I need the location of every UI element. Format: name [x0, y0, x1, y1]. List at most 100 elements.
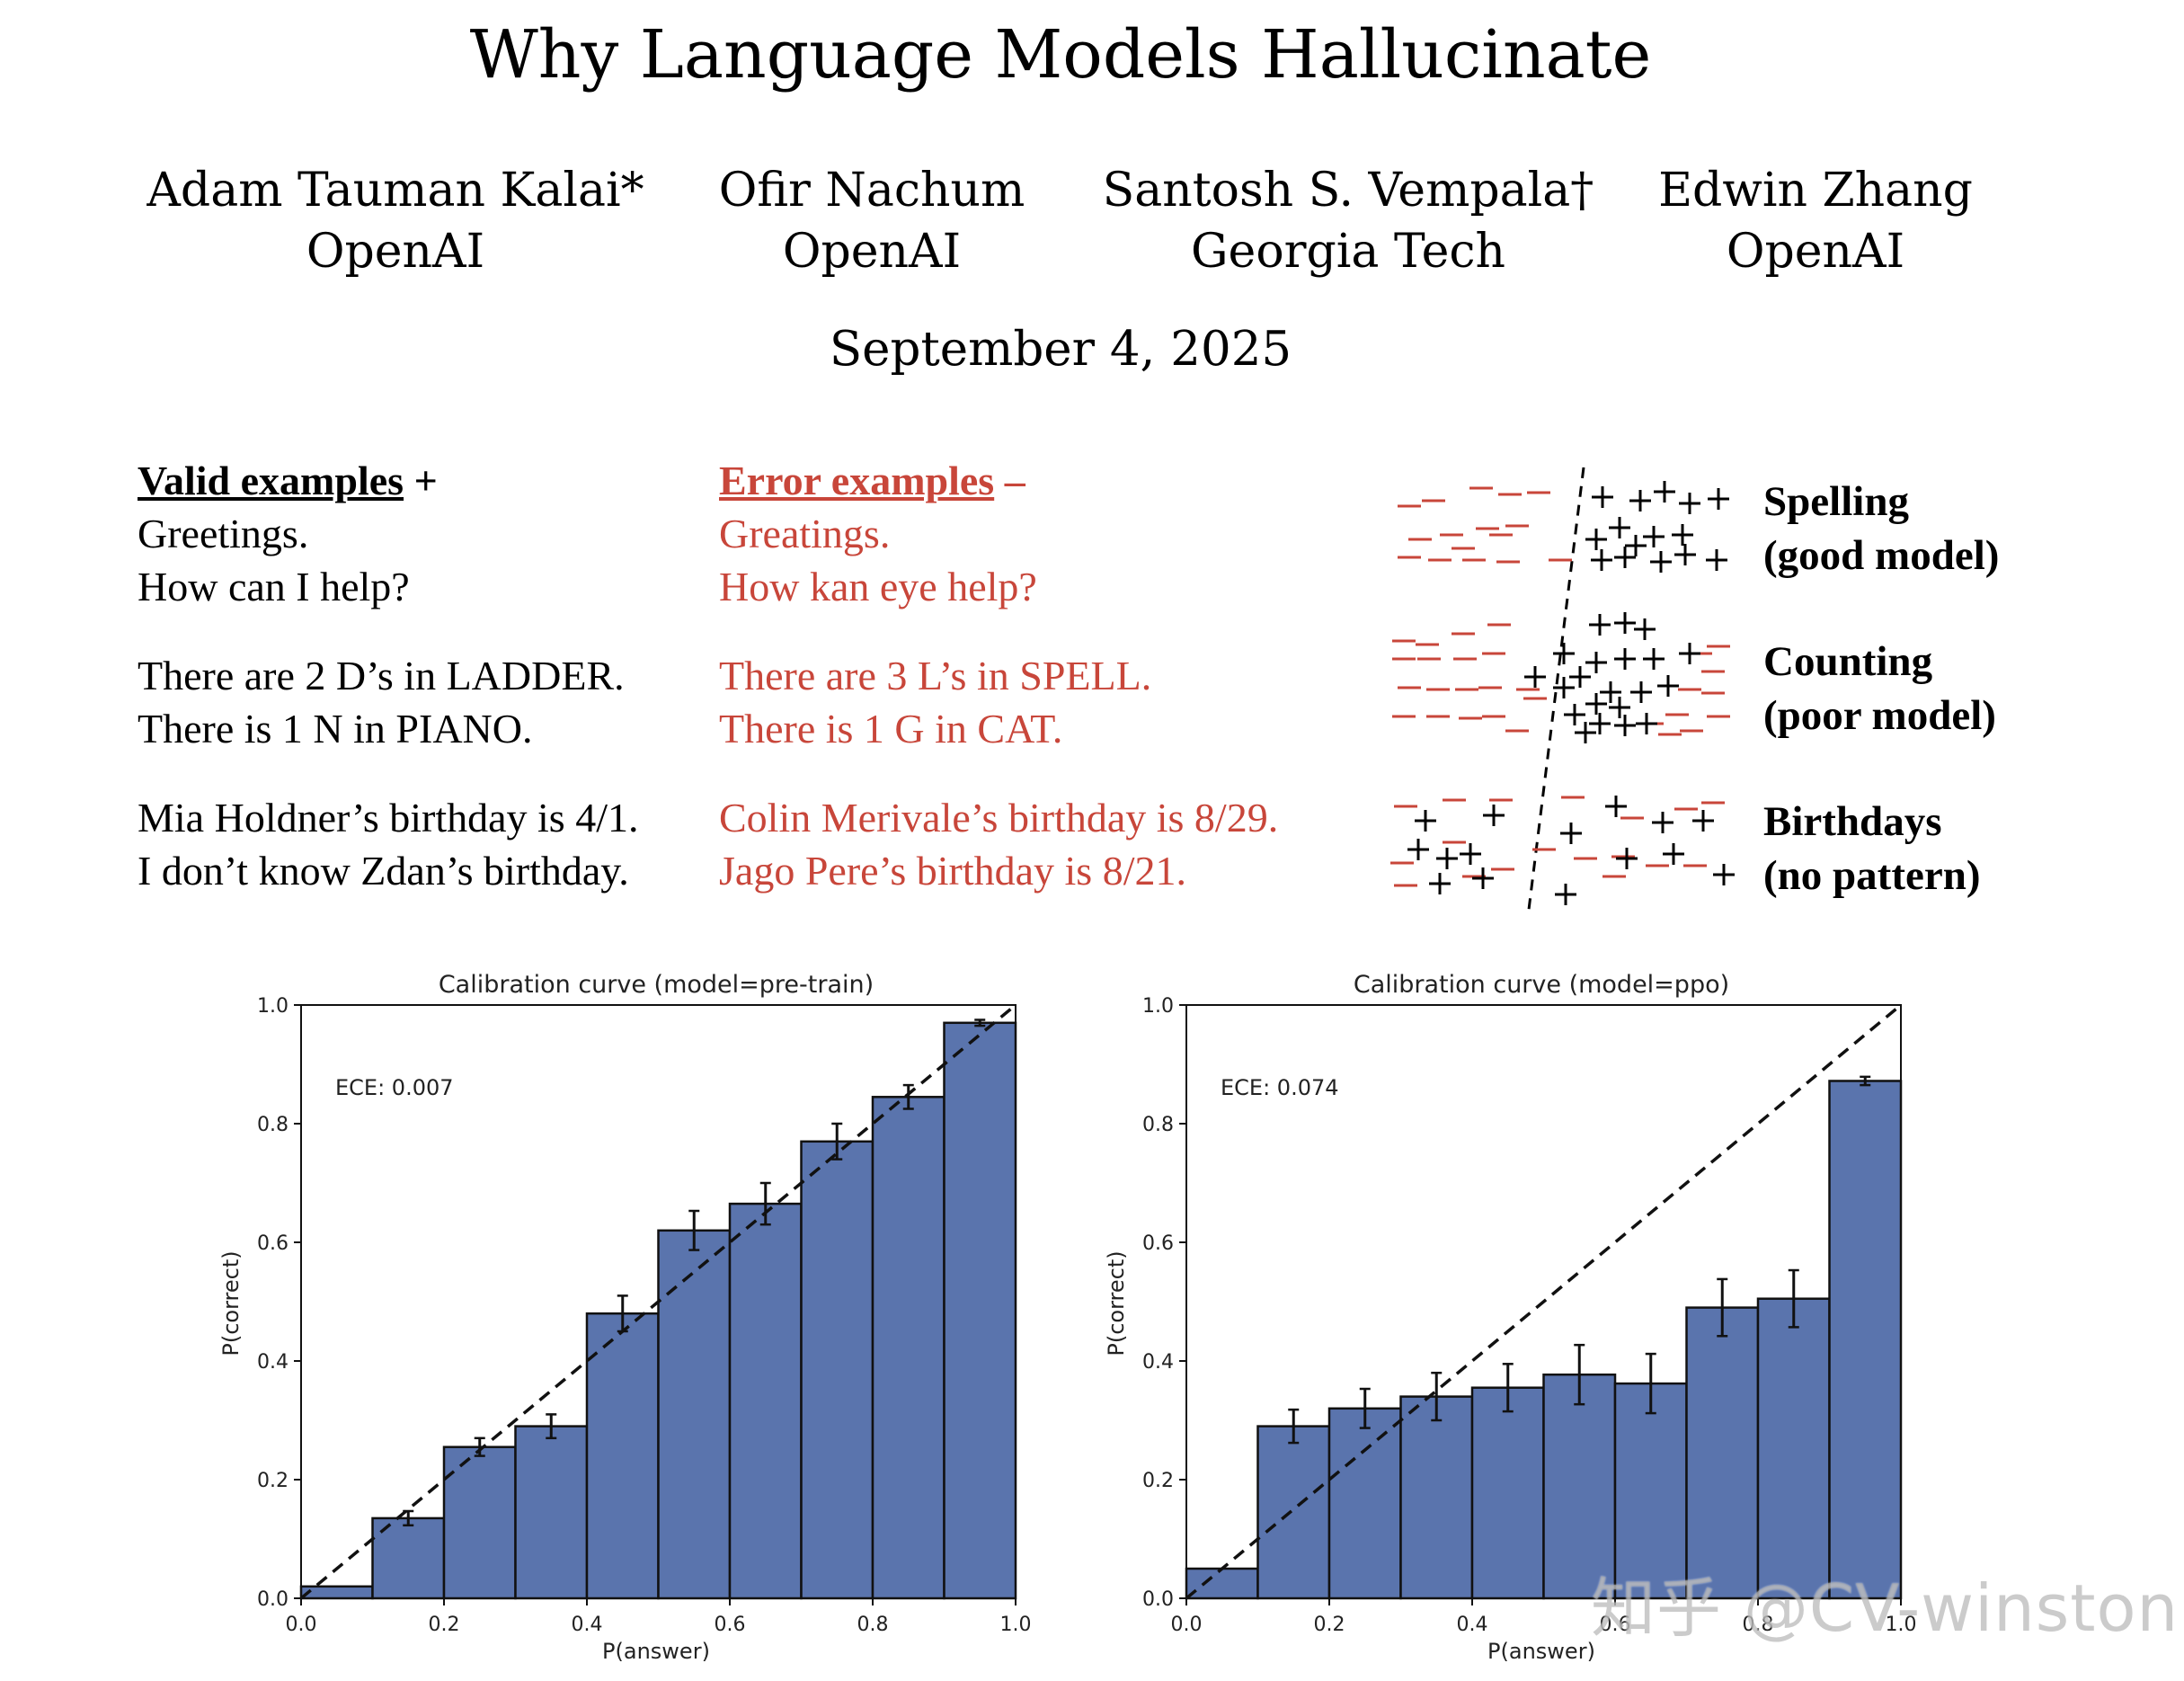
author-4: Edwin Zhang OpenAI — [1528, 160, 2103, 282]
author-affiliation: OpenAI — [1726, 225, 1905, 279]
panel-label-counting: Counting (poor model) — [1763, 635, 1996, 743]
y-tick-label: 0.0 — [1142, 1588, 1174, 1611]
valid-line: I don’t know Zdan’s birthday. — [138, 848, 629, 894]
valid-heading: Valid examples — [138, 458, 404, 503]
y-tick-label: 0.4 — [257, 1351, 289, 1374]
x-tick-label: 0.8 — [857, 1614, 889, 1636]
x-axis-label: P(answer) — [1487, 1639, 1595, 1664]
paper-title: Why Language Models Hallucinate — [469, 16, 1652, 93]
classification-illustration — [1390, 467, 1735, 918]
valid-line: Mia Holdner’s birthday is 4/1. — [138, 795, 639, 840]
bar — [514, 1425, 589, 1600]
error-line: Greatings. — [719, 511, 891, 556]
bar — [1685, 1306, 1760, 1600]
y-tick-label: 0.0 — [257, 1588, 289, 1611]
author-2: Ofir Nachum OpenAI — [584, 160, 1159, 282]
bar — [657, 1229, 732, 1600]
author-name: Adam Tauman Kalai* — [146, 164, 644, 218]
bar — [871, 1096, 946, 1600]
chart-title: Calibration curve (model=pre-train) — [439, 971, 874, 999]
bar — [1256, 1425, 1331, 1600]
panel-title: Spelling — [1763, 478, 1909, 525]
valid-sign: + — [413, 458, 438, 503]
panel-title: Counting — [1763, 638, 1933, 685]
bar — [585, 1312, 660, 1600]
author-affiliation: Georgia Tech — [1191, 225, 1505, 279]
perfect-calibration-line — [1185, 1003, 1903, 1600]
author-name: Santosh S. Vempala† — [1102, 164, 1594, 218]
error-sign: – — [1004, 458, 1025, 503]
y-tick-label: 1.0 — [257, 995, 289, 1018]
error-examples-column: Error examples – Greatings. How kan eye … — [719, 454, 1278, 897]
bar — [1185, 1567, 1259, 1600]
error-line: How kan eye help? — [719, 564, 1037, 609]
y-tick-label: 0.6 — [1142, 1232, 1174, 1255]
author-name: Edwin Zhang — [1658, 164, 1973, 218]
valid-line: Greetings. — [138, 511, 309, 556]
x-tick-label: 1.0 — [1000, 1614, 1032, 1636]
x-tick-label: 0.4 — [572, 1614, 603, 1636]
valid-line: There is 1 N in PIANO. — [138, 706, 533, 752]
x-tick-label: 0.4 — [1457, 1614, 1488, 1636]
y-tick-label: 1.0 — [1142, 995, 1174, 1018]
bar — [1756, 1297, 1831, 1600]
plot-frame — [300, 1004, 1017, 1599]
bar — [1542, 1373, 1617, 1600]
x-tick-label: 0.2 — [1314, 1614, 1345, 1636]
error-line: There is 1 G in CAT. — [719, 706, 1063, 752]
y-tick-label: 0.2 — [257, 1470, 289, 1492]
panel-label-spelling: Spelling (good model) — [1763, 475, 1999, 583]
bar — [442, 1445, 517, 1600]
calibration-chart-pretrain: Calibration curve (model=pre-train) ECE:… — [218, 971, 1032, 1664]
x-tick-label: 1.0 — [1886, 1614, 1917, 1636]
valid-line: There are 2 D’s in LADDER. — [138, 653, 625, 698]
error-line: Colin Merivale’s birthday is 8/29. — [719, 795, 1279, 840]
panel-label-birthdays: Birthdays (no pattern) — [1763, 795, 1981, 903]
x-tick-label: 0.8 — [1743, 1614, 1774, 1636]
y-axis-label: P(correct) — [218, 1250, 244, 1356]
bar — [943, 1021, 1017, 1600]
author-1: Adam Tauman Kalai* OpenAI — [108, 160, 683, 282]
y-tick-label: 0.4 — [1142, 1351, 1174, 1374]
bar — [1399, 1395, 1474, 1600]
y-tick-label: 0.6 — [257, 1232, 289, 1255]
y-tick-label: 0.2 — [1142, 1470, 1174, 1492]
perfect-calibration-line — [299, 1003, 1017, 1600]
y-axis-label: P(correct) — [1104, 1250, 1129, 1356]
error-line: Jago Pere’s birthday is 8/21. — [719, 848, 1186, 894]
author-name: Ofir Nachum — [718, 164, 1025, 218]
bar — [728, 1202, 803, 1600]
y-tick-label: 0.8 — [1142, 1114, 1174, 1136]
plot-frame — [1185, 1004, 1902, 1599]
author-affiliation: OpenAI — [782, 225, 962, 279]
author-affiliation: OpenAI — [306, 225, 485, 279]
ece-annotation: ECE: 0.074 — [1221, 1075, 1339, 1100]
x-tick-label: 0.0 — [286, 1614, 317, 1636]
panel-title: Birthdays — [1763, 798, 1942, 845]
bar — [1613, 1382, 1688, 1600]
x-axis-label: P(answer) — [602, 1639, 710, 1664]
panel-subtitle: (poor model) — [1763, 692, 1996, 739]
error-heading: Error examples — [719, 458, 995, 503]
calibration-chart-ppo: Calibration curve (model=ppo) ECE: 0.074… — [1104, 971, 1917, 1664]
x-tick-label: 0.0 — [1171, 1614, 1203, 1636]
x-tick-label: 0.6 — [1600, 1614, 1631, 1636]
panel-subtitle: (good model) — [1763, 532, 2000, 579]
panel-subtitle: (no pattern) — [1763, 852, 1981, 899]
x-tick-label: 0.6 — [715, 1614, 746, 1636]
chart-title: Calibration curve (model=ppo) — [1354, 971, 1729, 999]
watermark: 知乎 @CV-winston — [1591, 1570, 2180, 1646]
bar — [1470, 1386, 1545, 1600]
bar — [800, 1140, 874, 1600]
author-3: Santosh S. Vempala† Georgia Tech — [1061, 160, 1636, 282]
y-tick-label: 0.8 — [257, 1114, 289, 1136]
bar — [299, 1585, 374, 1600]
error-line: There are 3 L’s in SPELL. — [719, 653, 1152, 698]
bar — [1327, 1407, 1402, 1600]
valid-line: How can I help? — [138, 564, 410, 609]
ece-annotation: ECE: 0.007 — [335, 1075, 454, 1100]
bar — [1828, 1080, 1903, 1600]
paper-date: September 4, 2025 — [829, 322, 1292, 377]
valid-examples-column: Valid examples + Greetings. How can I he… — [138, 454, 638, 897]
x-tick-label: 0.2 — [429, 1614, 460, 1636]
